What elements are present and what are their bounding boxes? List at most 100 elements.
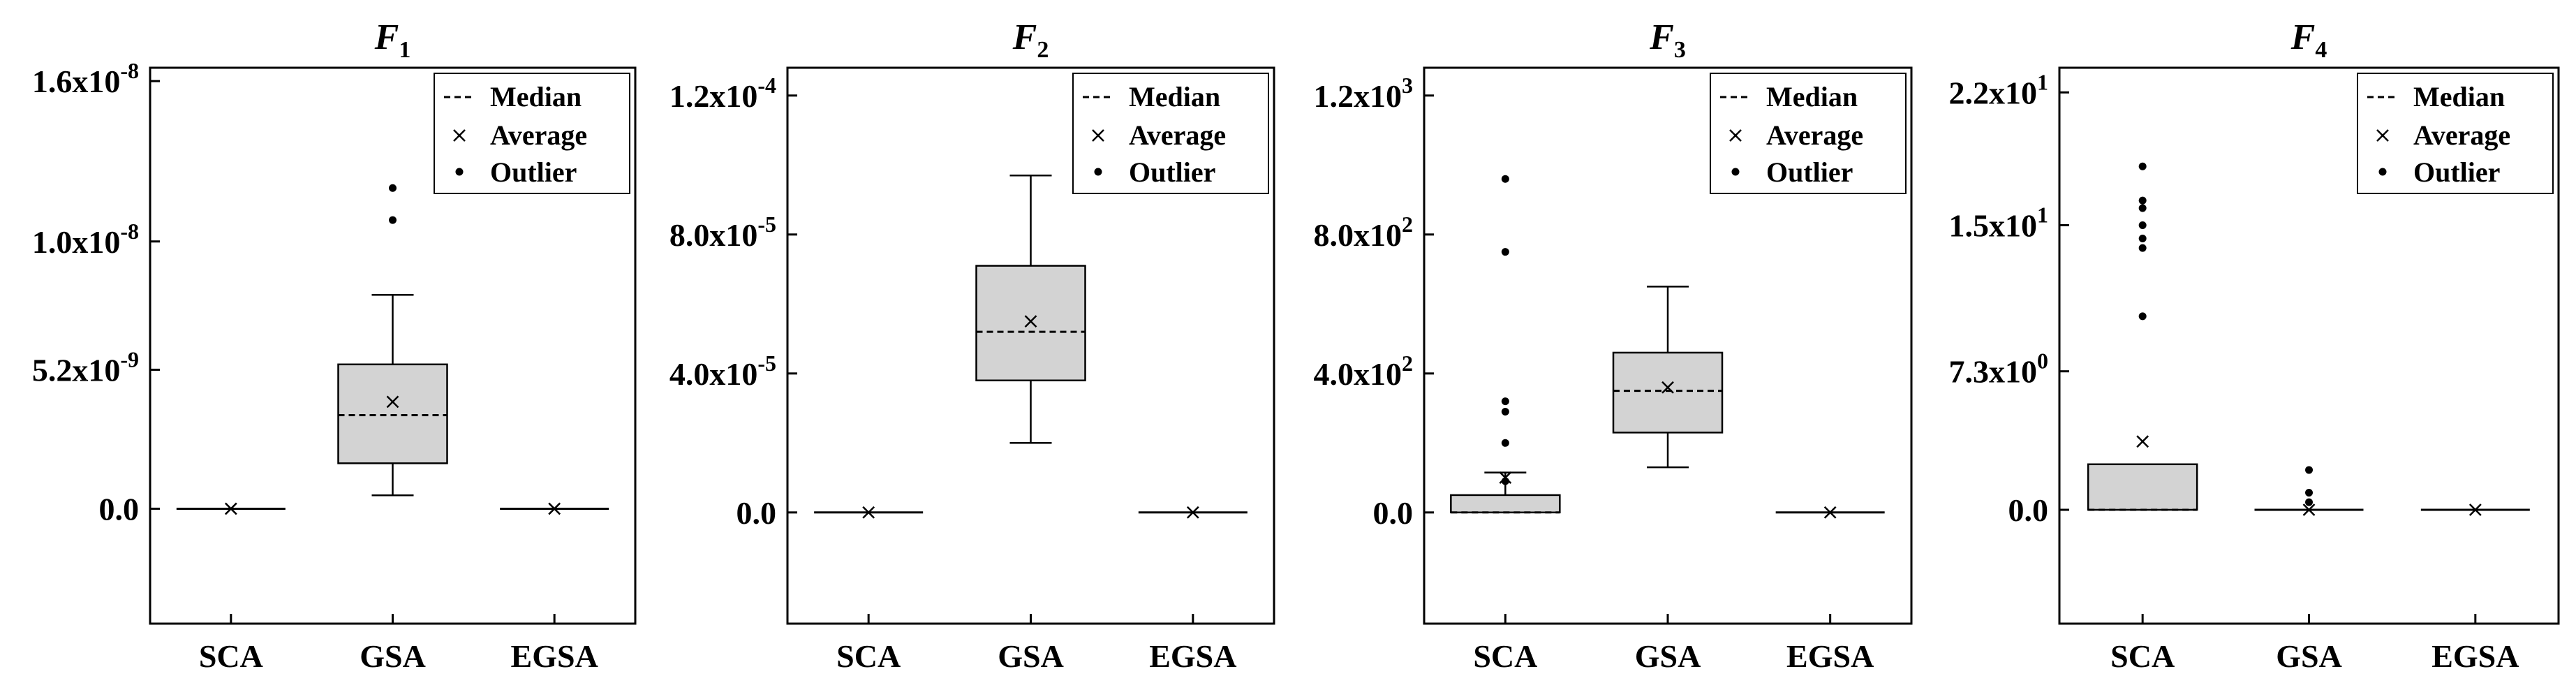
box-sca <box>1450 175 1561 514</box>
legend: Median Average Outlier <box>2357 73 2554 194</box>
x-tick-label: EGSA <box>1786 638 1874 674</box>
box-egsa <box>500 502 609 515</box>
outlier-point <box>389 184 397 192</box>
box-gsa <box>337 184 448 497</box>
y-tick-label: 7.3x100 <box>1949 348 2049 390</box>
y-tick-label: 0.0 <box>99 491 140 527</box>
y-tick-label: 8.0x102 <box>1314 212 1414 253</box>
y-tick-label: 0.0 <box>2008 492 2049 528</box>
y-tick-label: 1.2x103 <box>1314 73 1414 114</box>
mean-marker <box>1024 315 1037 328</box>
legend-average-swatch <box>1729 129 1742 142</box>
x-tick-label: GSA <box>998 638 1064 674</box>
x-tick-label: EGSA <box>511 638 598 674</box>
outlier-point <box>2138 235 2147 243</box>
mean-marker <box>862 506 875 519</box>
box-body <box>1450 494 1561 514</box>
y-tick-label: 4.0x102 <box>1314 351 1414 392</box>
box-body <box>337 363 448 464</box>
legend: Median Average Outlier <box>1710 73 1907 194</box>
legend-outlier-swatch <box>455 168 464 176</box>
chart-panel-3: F3 0.0 4.0x102 8.0x102 1.2x103 SCA GSA EGSA Medi… <box>1314 17 1913 674</box>
y-tick-label: 0.0 <box>1373 495 1414 531</box>
mean-marker <box>224 502 237 515</box>
box-body <box>2087 463 2198 511</box>
x-tick-label: EGSA <box>2431 638 2519 674</box>
chart-title: F2 <box>1012 17 1049 63</box>
legend-average-label: Average <box>490 119 587 151</box>
legend-outlier-label: Outlier <box>2413 156 2500 188</box>
legend-average-swatch <box>453 129 466 142</box>
mean-marker <box>548 502 561 515</box>
box-egsa <box>1775 506 1885 519</box>
box-body <box>975 265 1086 382</box>
legend-frame <box>1710 73 1907 194</box>
outlier-point <box>389 216 397 224</box>
legend: Median Average Outlier <box>434 73 630 194</box>
mean-marker <box>386 395 399 409</box>
x-tick-label: SCA <box>2110 638 2175 674</box>
y-tick-label: 1.5x101 <box>1949 202 2049 243</box>
y-tick-label: 1.2x10-4 <box>669 73 776 114</box>
x-tick-label: GSA <box>360 638 426 674</box>
y-tick-label: 1.0x10-8 <box>32 219 139 260</box>
y-tick-label: 0.0 <box>736 495 777 531</box>
legend-median-label: Median <box>2413 81 2505 112</box>
box-egsa <box>1138 506 1248 519</box>
outlier-point <box>1501 175 1509 183</box>
legend-outlier-label: Outlier <box>490 156 577 188</box>
y-tick-label: 1.6x10-8 <box>32 58 139 99</box>
x-tick-label: EGSA <box>1149 638 1236 674</box>
outlier-point <box>2305 498 2313 506</box>
outlier-point <box>2138 204 2147 212</box>
y-tick-label: 8.0x10-5 <box>669 212 776 253</box>
legend-average-swatch <box>2376 129 2389 142</box>
legend: Median Average Outlier <box>1072 73 1269 194</box>
outlier-point <box>1501 397 1509 406</box>
legend-outlier-swatch <box>1094 168 1102 176</box>
chart-panel-4: F4 0.0 7.3x100 1.5x101 2.2x101 SCA GSA EGSA Medi… <box>1949 17 2560 674</box>
outlier-point <box>1501 408 1509 416</box>
x-tick-label: GSA <box>2276 638 2342 674</box>
legend-outlier-label: Outlier <box>1766 156 1853 188</box>
legend-average-label: Average <box>1129 119 1226 151</box>
y-tick-label: 5.2x10-9 <box>32 346 139 388</box>
box-gsa <box>975 174 1086 444</box>
outlier-point <box>2138 221 2147 229</box>
y-tick-label: 2.2x101 <box>1949 69 2049 110</box>
outlier-point <box>2138 196 2147 205</box>
outlier-point <box>2305 466 2313 474</box>
outlier-point <box>1501 248 1509 256</box>
legend-frame <box>434 73 630 194</box>
chart-title: F3 <box>1649 17 1686 63</box>
legend-frame <box>1072 73 1269 194</box>
x-tick-label: SCA <box>1473 638 1537 674</box>
x-tick-label: GSA <box>1635 638 1701 674</box>
mean-marker <box>1823 506 1837 519</box>
mean-marker <box>2136 435 2149 448</box>
chart-panel-1: F1 0.0 5.2x10-9 1.0x10-8 1.6x10-8 SCA GSA EGSA M… <box>32 17 637 674</box>
mean-marker <box>2302 504 2316 516</box>
legend-median-label: Median <box>1766 81 1858 112</box>
x-tick-label: SCA <box>836 638 901 674</box>
legend-median-label: Median <box>1129 81 1220 112</box>
outlier-point <box>2305 489 2313 497</box>
outlier-point <box>2138 312 2147 321</box>
box-sca <box>814 506 924 519</box>
legend-outlier-label: Outlier <box>1129 156 1215 188</box>
chart-title: F4 <box>2290 17 2327 63</box>
mean-marker <box>1661 381 1674 394</box>
legend-median-label: Median <box>490 81 582 112</box>
legend-average-label: Average <box>1766 119 1863 151</box>
box-sca <box>2087 162 2198 511</box>
box-sca <box>176 502 286 515</box>
box-gsa <box>2254 466 2364 516</box>
outlier-point <box>2138 162 2147 170</box>
outlier-point <box>1501 439 1509 447</box>
box-gsa <box>1612 286 1724 469</box>
legend-frame <box>2357 73 2554 194</box>
legend-average-swatch <box>1092 129 1104 142</box>
box-body <box>1612 351 1724 434</box>
chart-title: F1 <box>374 17 411 63</box>
